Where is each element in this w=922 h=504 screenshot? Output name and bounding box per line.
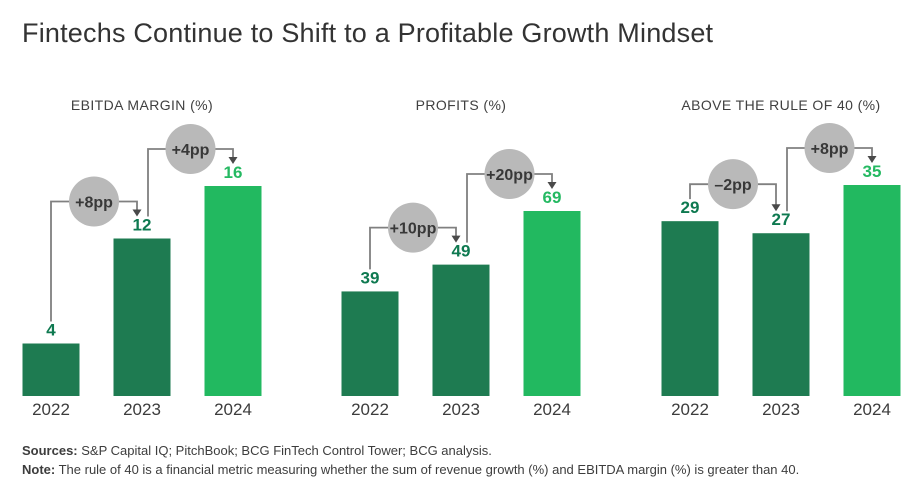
delta-label: +4pp: [172, 142, 210, 159]
delta-circle: [388, 202, 438, 253]
chart-panel-ebitda-margin: EBITDA MARGIN (%) +8pp +4pp 4 2022 12 2023 16 20…: [16, 88, 296, 428]
value-label: 69: [543, 188, 562, 207]
year-label: 2023: [762, 400, 800, 419]
chart-profits: PROFITS (%) +10pp +20pp 39 2022 49 2023 69 2024: [341, 97, 581, 419]
note-label: Note:: [22, 462, 56, 477]
bar: [752, 233, 810, 396]
delta-circle: [69, 176, 119, 227]
value-label: 12: [133, 216, 152, 235]
arrowhead-icon: [547, 182, 557, 189]
delta-label: –2pp: [714, 177, 752, 194]
charts-row: EBITDA MARGIN (%) +8pp +4pp 4 2022 12 2023 16 20…: [0, 88, 922, 428]
chart-rule-of-40: ABOVE THE RULE OF 40 (%) –2pp +8pp 29 2022 27…: [661, 97, 901, 419]
value-label: 4: [46, 321, 56, 340]
value-label: 35: [863, 162, 882, 181]
delta-circle: [708, 159, 758, 210]
delta-label: +8pp: [75, 195, 113, 212]
value-label: 29: [681, 198, 700, 217]
arrowhead-icon: [867, 156, 877, 163]
delta-circle: [484, 149, 535, 199]
chart-ebitda-margin: EBITDA MARGIN (%) +8pp +4pp 4 2022 12 2023 16 20…: [22, 97, 262, 419]
value-label: 16: [224, 163, 243, 182]
year-label: 2023: [123, 400, 161, 419]
delta-label: +8pp: [811, 141, 849, 158]
bar: [22, 343, 80, 396]
chart-panel-profits: PROFITS (%) +10pp +20pp 39 2022 49 2023 69 2024: [335, 88, 615, 428]
chart-title: PROFITS (%): [416, 97, 507, 113]
value-label: 39: [361, 268, 380, 287]
year-label: 2022: [32, 400, 70, 419]
bar: [113, 238, 171, 396]
chart-title: ABOVE THE RULE OF 40 (%): [681, 97, 880, 113]
chart-panel-rule-of-40: ABOVE THE RULE OF 40 (%) –2pp +8pp 29 2022 27…: [655, 88, 922, 428]
year-label: 2024: [214, 400, 252, 419]
value-label: 49: [452, 242, 471, 261]
sources-label: Sources:: [22, 443, 78, 458]
sources-text: S&P Capital IQ; PitchBook; BCG FinTech C…: [77, 443, 492, 458]
year-label: 2024: [533, 400, 571, 419]
sources-line: Sources: S&P Capital IQ; PitchBook; BCG …: [22, 441, 902, 460]
footnotes: Sources: S&P Capital IQ; PitchBook; BCG …: [22, 441, 902, 479]
delta-circle: [804, 123, 855, 173]
note-text: The rule of 40 is a financial metric mea…: [55, 462, 800, 477]
arrowhead-icon: [451, 235, 461, 243]
delta-label: +20pp: [486, 167, 533, 184]
arrowhead-icon: [228, 157, 238, 164]
note-line: Note: The rule of 40 is a financial metr…: [22, 460, 902, 479]
bar: [843, 185, 901, 396]
year-label: 2022: [351, 400, 389, 419]
year-label: 2023: [442, 400, 480, 419]
year-label: 2024: [853, 400, 891, 419]
bar: [341, 291, 399, 396]
bar: [432, 264, 490, 396]
delta-circle: [165, 124, 216, 174]
year-label: 2022: [671, 400, 709, 419]
chart-title: EBITDA MARGIN (%): [71, 97, 213, 113]
page-title: Fintechs Continue to Shift to a Profitab…: [22, 18, 714, 48]
arrowhead-icon: [132, 209, 142, 217]
bar: [204, 186, 262, 396]
arrowhead-icon: [771, 204, 781, 212]
value-label: 27: [772, 210, 791, 229]
delta-label: +10pp: [390, 221, 437, 238]
bar: [661, 221, 719, 396]
bar: [523, 211, 581, 396]
